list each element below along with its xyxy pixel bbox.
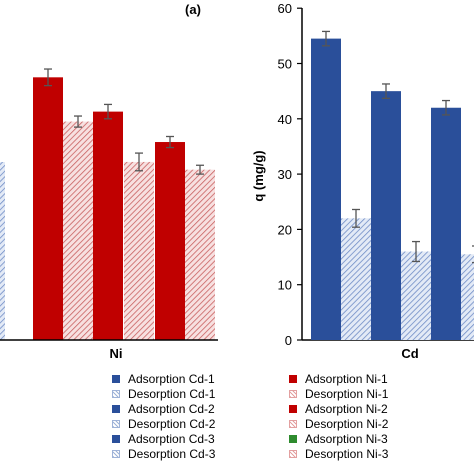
right-y-axis-label: q (mg/g) xyxy=(251,150,266,201)
error-bar xyxy=(352,208,360,228)
bar-adsorption-cd-1 xyxy=(311,38,341,341)
bar-desorption-ni-3 xyxy=(185,169,215,340)
legend-swatch xyxy=(289,420,297,428)
legend-item: Adsorption Cd-1 xyxy=(112,372,215,386)
bar-adsorption-ni-3 xyxy=(155,142,185,340)
legend-label: Desorption Ni-2 xyxy=(305,417,389,431)
legend-label: Adsorption Cd-3 xyxy=(128,432,215,446)
y-tick-label: 40 xyxy=(278,112,292,127)
legend-item: Desorption Ni-1 xyxy=(289,387,388,401)
right-x-axis-label: Cd xyxy=(401,346,418,361)
right-bars xyxy=(311,30,474,341)
legend-swatch xyxy=(289,450,297,458)
legend-swatch xyxy=(112,375,120,383)
error-bar xyxy=(412,240,420,263)
y-tick-label: 20 xyxy=(278,222,292,237)
bar-adsorption-ni-1 xyxy=(33,77,63,340)
error-bar xyxy=(442,99,450,116)
legend-swatch xyxy=(112,390,120,398)
legend-swatch xyxy=(289,435,297,443)
legend-item: Adsorption Ni-1 xyxy=(289,372,388,386)
y-tick-label: 50 xyxy=(278,57,292,72)
right-y-ticks: 0 10 20 30 40 50 60 xyxy=(278,1,302,348)
legend-item: Desorption Ni-3 xyxy=(289,447,388,461)
legend-swatch xyxy=(112,405,120,413)
legend-item: Adsorption Cd-3 xyxy=(112,432,215,446)
error-bar xyxy=(166,135,174,149)
legend-label: Desorption Ni-1 xyxy=(305,387,389,401)
error-bar xyxy=(74,115,82,128)
bar-desorption-ni-2 xyxy=(124,161,154,340)
y-tick-label: 30 xyxy=(278,167,292,182)
legend-item: Desorption Cd-3 xyxy=(112,447,215,461)
legend-swatch xyxy=(289,405,297,413)
legend-item: Adsorption Cd-2 xyxy=(112,402,215,416)
bar-desorption-cd-2 xyxy=(401,251,431,340)
legend-label: Desorption Cd-1 xyxy=(128,387,216,401)
y-tick-label: 0 xyxy=(285,333,292,348)
legend-item: Desorption Cd-2 xyxy=(112,417,215,431)
legend-label: Desorption Cd-2 xyxy=(128,417,216,431)
bar-desorption-cd-3 xyxy=(461,254,474,340)
left-bars xyxy=(33,68,215,341)
legend-item: Desorption Ni-2 xyxy=(289,417,388,431)
error-bar xyxy=(382,83,390,99)
right-panel: 0 10 20 30 40 50 60 q (mg/g) Cd xyxy=(251,1,474,361)
error-bar xyxy=(472,245,474,264)
error-bar xyxy=(135,152,143,172)
bar-adsorption-cd-3 xyxy=(431,107,461,341)
legend-label: Adsorption Ni-2 xyxy=(305,402,388,416)
bar-desorption-cd-1 xyxy=(341,218,371,340)
legend-swatch xyxy=(289,375,297,383)
error-bar xyxy=(104,103,112,120)
legend-label: Adsorption Ni-1 xyxy=(305,372,388,386)
y-tick-label: 10 xyxy=(278,278,292,293)
bar-adsorption-ni-2 xyxy=(93,111,123,341)
error-bar xyxy=(322,30,330,47)
legend-item: Adsorption Ni-3 xyxy=(289,432,388,446)
legend-swatch xyxy=(289,390,297,398)
left-edge-partial-bar xyxy=(0,162,5,340)
bar-adsorption-cd-2 xyxy=(371,91,401,341)
legend-label: Adsorption Cd-1 xyxy=(128,372,215,386)
error-bar xyxy=(196,164,204,175)
legend-swatch xyxy=(112,450,120,458)
bar-desorption-ni-1 xyxy=(63,121,93,340)
legend-swatch xyxy=(112,420,120,428)
left-panel: (a) Ni xyxy=(0,2,218,361)
legend-item: Adsorption Ni-2 xyxy=(289,402,388,416)
left-panel-title: (a) xyxy=(185,2,201,17)
error-bar xyxy=(44,68,52,87)
legend-item: Desorption Cd-1 xyxy=(112,387,215,401)
legend-label: Desorption Ni-3 xyxy=(305,447,389,461)
legend-label: Adsorption Cd-2 xyxy=(128,402,215,416)
legend-label: Adsorption Ni-3 xyxy=(305,432,388,446)
legend-label: Desorption Cd-3 xyxy=(128,447,216,461)
legend: Adsorption Cd-1 Desorption Cd-1 Adsorption… xyxy=(0,372,474,474)
y-tick-label: 60 xyxy=(278,1,292,16)
legend-swatch xyxy=(112,435,120,443)
left-x-axis-label: Ni xyxy=(110,346,123,361)
